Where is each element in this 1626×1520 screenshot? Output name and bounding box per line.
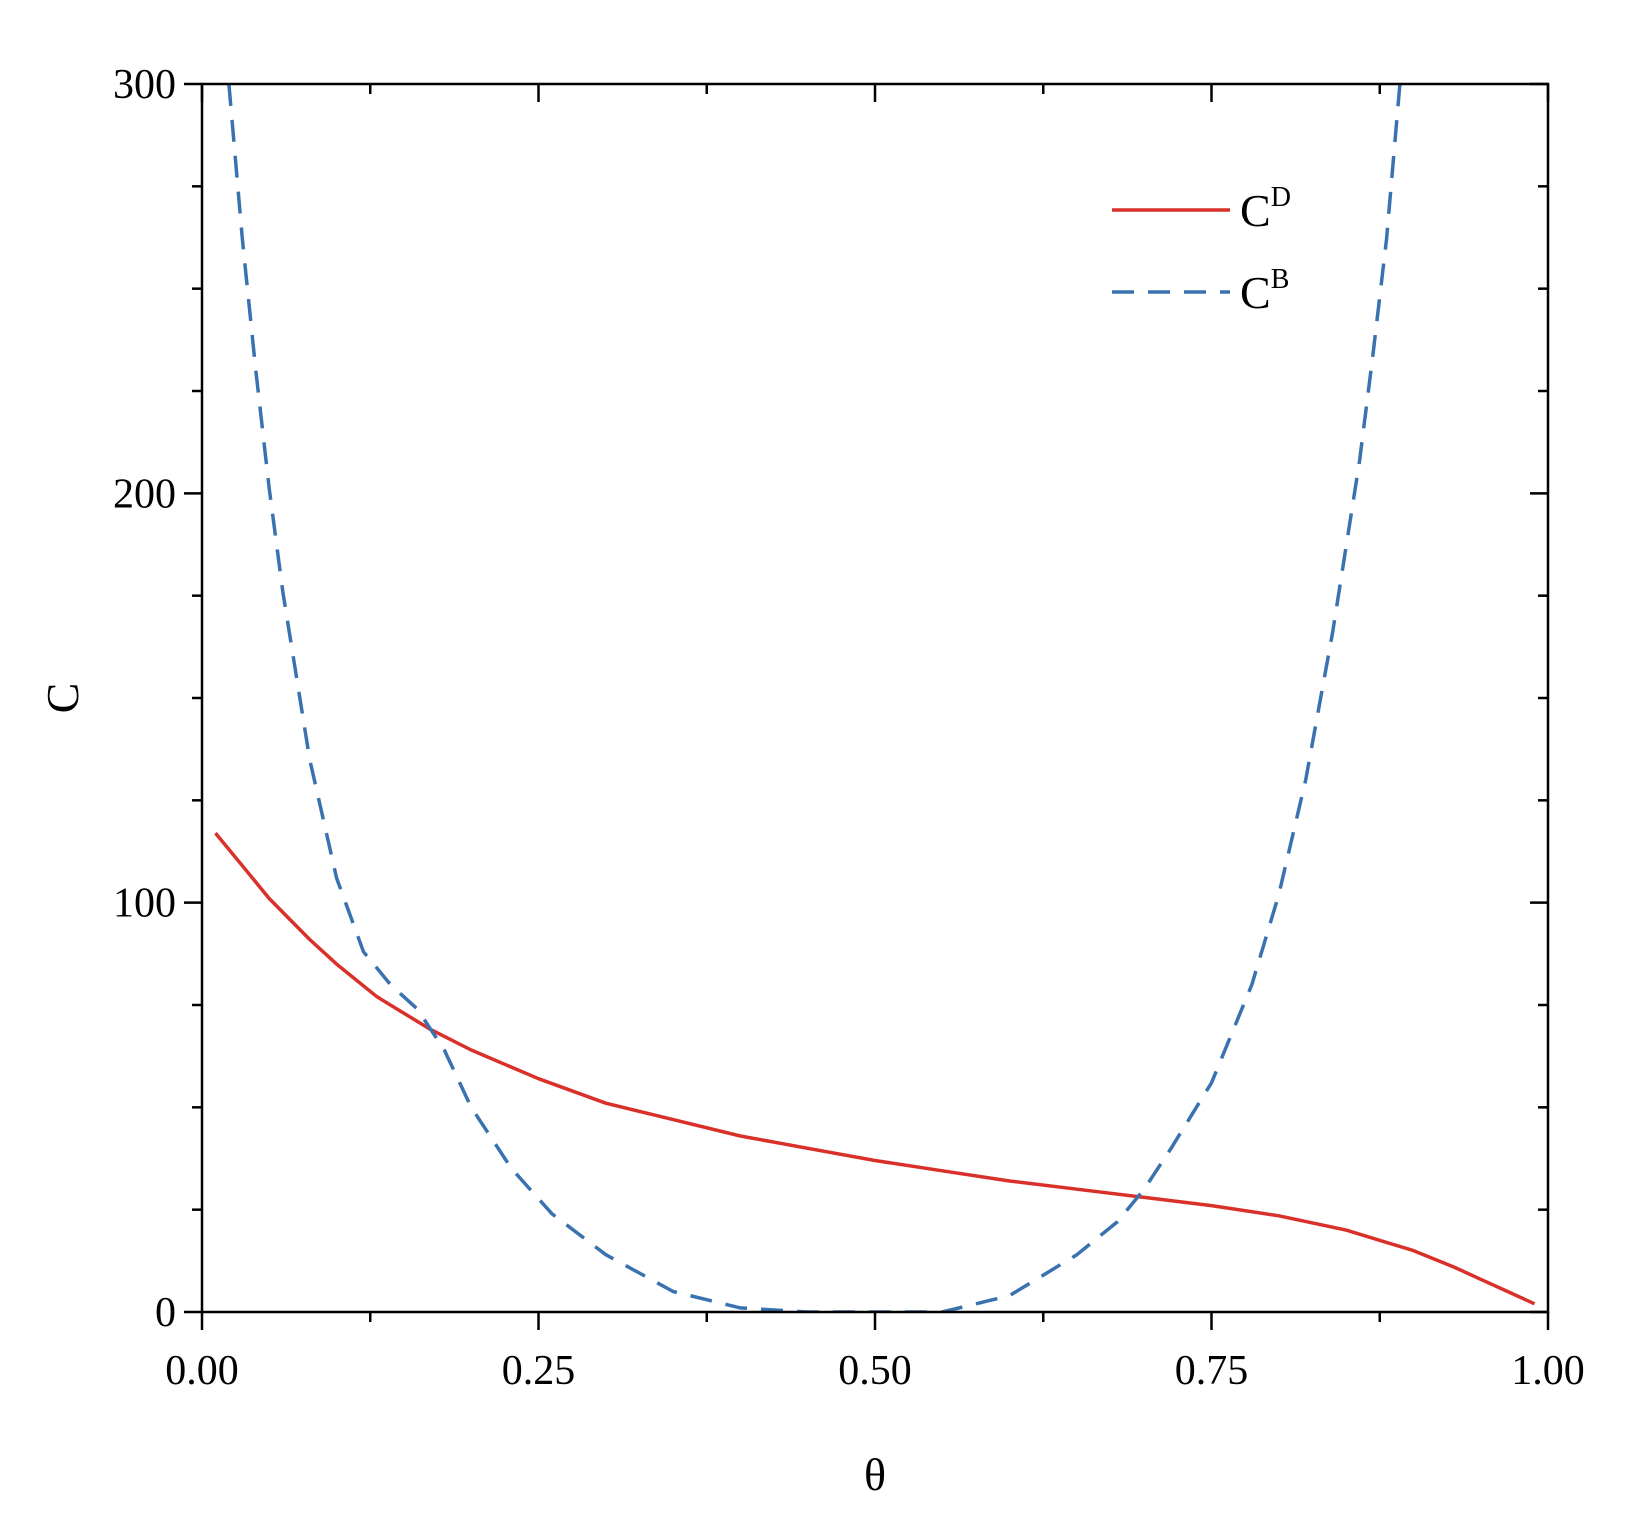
y-tick-label: 200 [113,471,176,517]
x-tick-label: 0.50 [838,1348,912,1394]
legend-label-cd: CD [1240,182,1291,236]
legend-label-cb: CB [1240,264,1289,318]
y-tick-label: 0 [155,1290,176,1336]
legend: CD CB [1112,182,1291,318]
y-tick-label: 300 [113,62,176,108]
axes-layer [184,82,1550,1330]
y-tick-label: 100 [113,881,176,927]
x-tick-label: 1.00 [1511,1348,1585,1394]
x-axis-title: θ [864,1449,886,1500]
x-tick-label: 0.25 [502,1348,576,1394]
series-line-cb [227,84,1402,1312]
x-tick-label: 0.00 [165,1348,239,1394]
series-line-cd [214,831,1536,1306]
x-tick-label: 0.75 [1175,1348,1249,1394]
y-axis-title: C [37,683,88,714]
labels-layer: 0.00 0.25 0.50 0.75 1.00 0 100 200 300 θ C [37,62,1585,1500]
series-layer [214,84,1536,1312]
